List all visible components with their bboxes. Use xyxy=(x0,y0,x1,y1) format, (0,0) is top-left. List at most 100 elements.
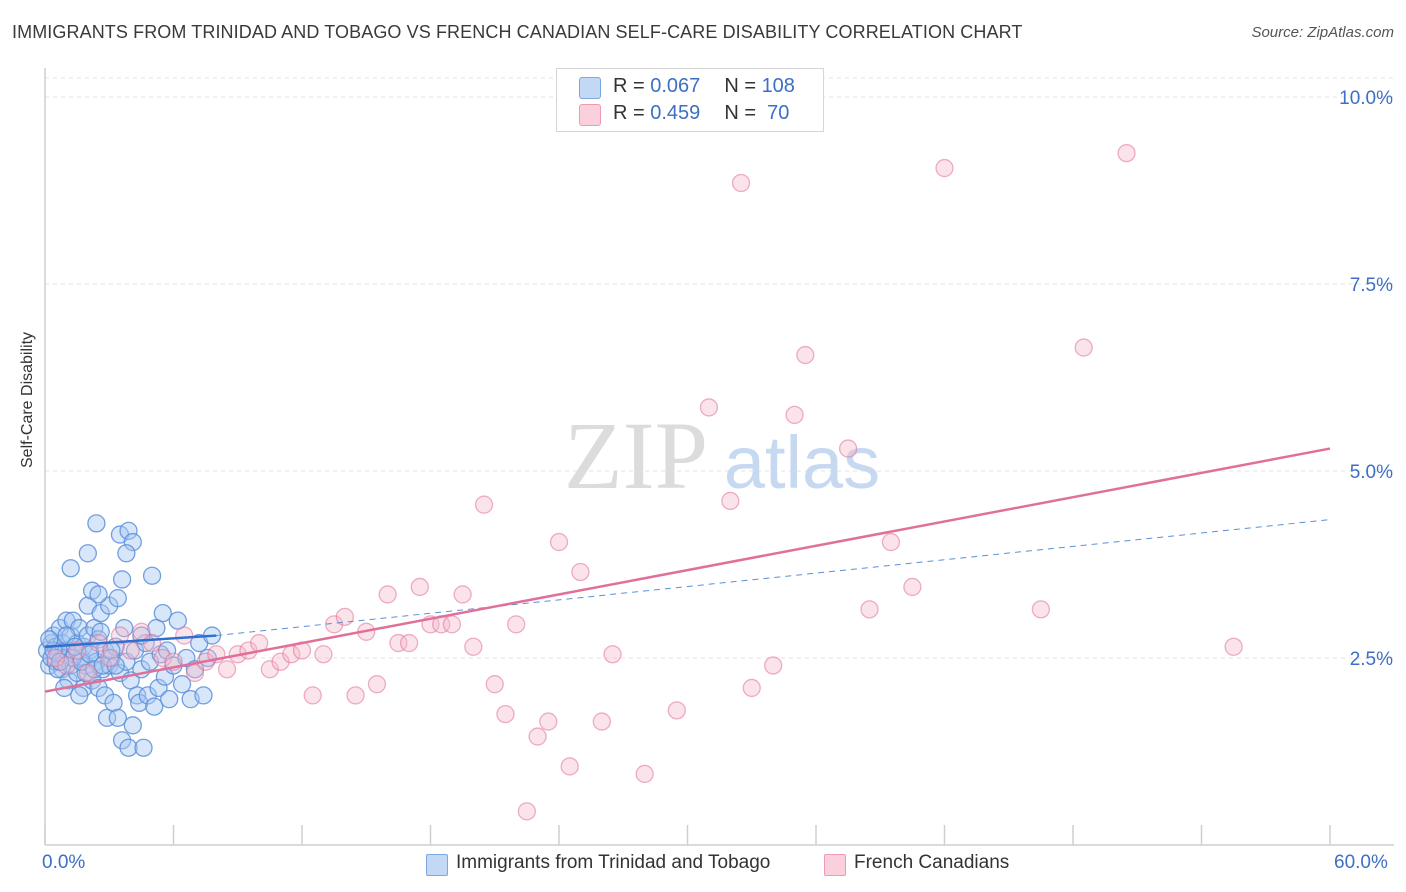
data-point xyxy=(61,559,80,578)
data-point xyxy=(860,600,879,619)
legend-text-series2: R = 0.459 N = 70 xyxy=(613,102,789,125)
data-point xyxy=(112,731,132,750)
data-point xyxy=(89,585,108,604)
source-label: Source: ZipAtlas.com xyxy=(1251,24,1394,41)
data-point xyxy=(1224,637,1243,656)
data-point xyxy=(100,656,119,675)
data-point xyxy=(796,345,815,365)
y-tick-label: 10.0% xyxy=(1339,88,1393,109)
data-point xyxy=(110,626,130,645)
data-point xyxy=(121,641,140,660)
data-point xyxy=(1031,600,1051,619)
data-point xyxy=(142,566,162,585)
data-point xyxy=(67,641,87,660)
data-point xyxy=(142,633,162,653)
watermark-zip: ZIP xyxy=(564,402,708,509)
r-label: R = xyxy=(613,102,651,124)
data-point xyxy=(153,603,172,623)
legend-swatch-french-canadians xyxy=(824,854,846,876)
data-point xyxy=(410,577,429,597)
data-point xyxy=(100,648,119,668)
data-point xyxy=(881,532,901,552)
data-point xyxy=(123,532,142,552)
data-point xyxy=(40,630,59,649)
data-point xyxy=(474,495,494,514)
data-point xyxy=(603,645,622,664)
data-point xyxy=(108,708,127,727)
data-point xyxy=(127,686,147,705)
data-point xyxy=(117,544,136,563)
data-point xyxy=(635,764,654,784)
y-tick-label: 7.5% xyxy=(1350,275,1393,296)
trend-line-french-canadians xyxy=(44,447,1331,693)
data-point xyxy=(119,738,138,757)
data-point xyxy=(903,577,922,597)
grid-lines xyxy=(45,77,1394,659)
data-point xyxy=(517,802,537,821)
data-point xyxy=(78,544,97,563)
trend-line-trinidad xyxy=(44,634,217,649)
data-point xyxy=(149,678,168,698)
legend-swatch-trinidad xyxy=(426,854,448,876)
data-point xyxy=(134,738,153,757)
data-point xyxy=(119,521,138,540)
data-point xyxy=(496,704,515,724)
legend-label-french-canadians: French Canadians xyxy=(854,852,1010,873)
data-point xyxy=(303,686,322,705)
data-point xyxy=(91,622,110,641)
r-value: 0.459 xyxy=(650,102,701,124)
data-point xyxy=(367,675,387,694)
data-point xyxy=(485,675,504,694)
data-point xyxy=(464,637,483,656)
data-point xyxy=(324,615,344,634)
watermark-atlas: atlas xyxy=(724,421,880,504)
trend-lines xyxy=(44,447,1331,693)
data-point xyxy=(314,645,333,664)
data-point xyxy=(87,514,106,533)
n-label: N = xyxy=(724,102,762,124)
data-point xyxy=(742,678,761,698)
data-point xyxy=(271,652,290,671)
data-point xyxy=(785,405,804,425)
data-point xyxy=(453,585,472,604)
y-tick-label: 2.5% xyxy=(1350,649,1393,670)
data-point xyxy=(145,697,164,716)
data-point xyxy=(260,660,280,679)
data-point xyxy=(104,693,123,713)
data-point xyxy=(667,701,686,720)
data-point xyxy=(539,712,558,731)
chart-title: IMMIGRANTS FROM TRINIDAD AND TOBAGO VS F… xyxy=(12,22,1023,42)
data-point xyxy=(721,491,740,511)
y-tick-labels: 2.5% 5.0% 7.5% 10.0% xyxy=(1339,88,1393,670)
x-tick-label-max: 60.0% xyxy=(1334,852,1388,873)
series-legend: Immigrants from Trinidad and Tobago Fren… xyxy=(0,850,1406,880)
r-value: 0.067 xyxy=(650,75,701,97)
r-label: R = xyxy=(613,75,651,97)
data-point xyxy=(1074,338,1093,357)
data-point xyxy=(507,615,526,634)
legend-swatch-series2 xyxy=(579,104,601,126)
legend-text-series1: R = 0.067 N = 108 xyxy=(613,75,795,98)
n-value: 108 xyxy=(761,75,795,97)
data-point xyxy=(93,656,112,675)
data-point xyxy=(78,663,97,683)
data-point xyxy=(194,686,213,705)
data-point xyxy=(217,660,237,679)
data-point xyxy=(160,689,179,709)
y-tick-label: 5.0% xyxy=(1350,462,1393,483)
data-point xyxy=(70,686,89,705)
data-point xyxy=(731,173,751,193)
data-point xyxy=(138,686,157,705)
data-point xyxy=(442,615,462,634)
data-point xyxy=(571,562,590,582)
data-point xyxy=(335,607,354,627)
watermark: ZIP atlas xyxy=(564,402,880,509)
data-point xyxy=(46,648,65,668)
data-point xyxy=(764,656,783,675)
data-point xyxy=(346,686,365,705)
data-point xyxy=(378,585,397,604)
data-point xyxy=(108,589,127,608)
n-label: N = xyxy=(724,75,762,97)
data-point xyxy=(89,678,108,698)
